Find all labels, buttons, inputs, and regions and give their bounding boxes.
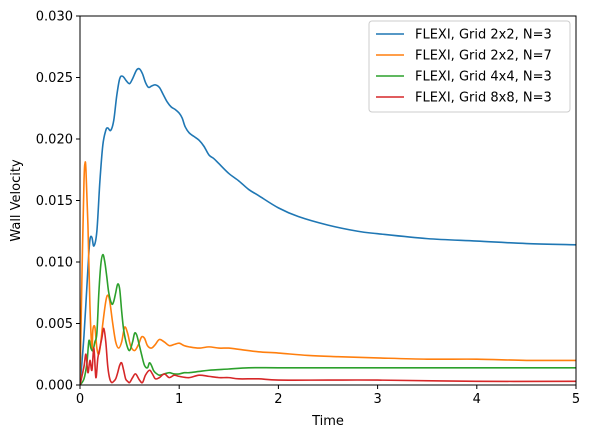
series-line-3 (80, 253, 576, 385)
y-tick-label: 0.020 (36, 133, 73, 148)
y-tick-label: 0.025 (36, 71, 73, 86)
legend-frame (368, 20, 571, 113)
y-tick-label: 0.005 (36, 317, 73, 332)
x-tick-label: 0 (76, 392, 84, 407)
x-axis: 0 1 2 3 4 5 (76, 385, 580, 407)
x-tick-label: 1 (175, 392, 183, 407)
x-tick-label: 4 (473, 392, 481, 407)
series-line-4 (80, 327, 576, 385)
legend-label-2: FLEXI, Grid 2x2, N=7 (415, 49, 552, 64)
legend-label-1: FLEXI, Grid 2x2, N=3 (415, 28, 552, 43)
x-tick-label: 3 (373, 392, 381, 407)
y-axis: 0.000 0.005 0.010 0.015 0.020 0.025 0.030 (36, 10, 80, 394)
y-tick-label: 0.030 (36, 10, 73, 25)
y-tick-label: 0.015 (36, 194, 73, 209)
legend-label-4: FLEXI, Grid 8x8, N=3 (415, 91, 552, 106)
y-tick-label: 0.000 (36, 379, 73, 394)
legend-label-3: FLEXI, Grid 4x4, N=3 (415, 70, 552, 85)
legend: FLEXI, Grid 2x2, N=3 FLEXI, Grid 2x2, N=7… (368, 20, 571, 113)
x-axis-label: Time (311, 414, 344, 429)
x-tick-label: 2 (274, 392, 282, 407)
x-tick-label: 5 (572, 392, 580, 407)
series-line-2 (80, 161, 576, 385)
y-axis-label: Wall Velocity (9, 159, 24, 242)
series-layer (80, 67, 576, 385)
y-tick-label: 0.010 (36, 256, 73, 271)
series-line-1 (80, 67, 576, 385)
